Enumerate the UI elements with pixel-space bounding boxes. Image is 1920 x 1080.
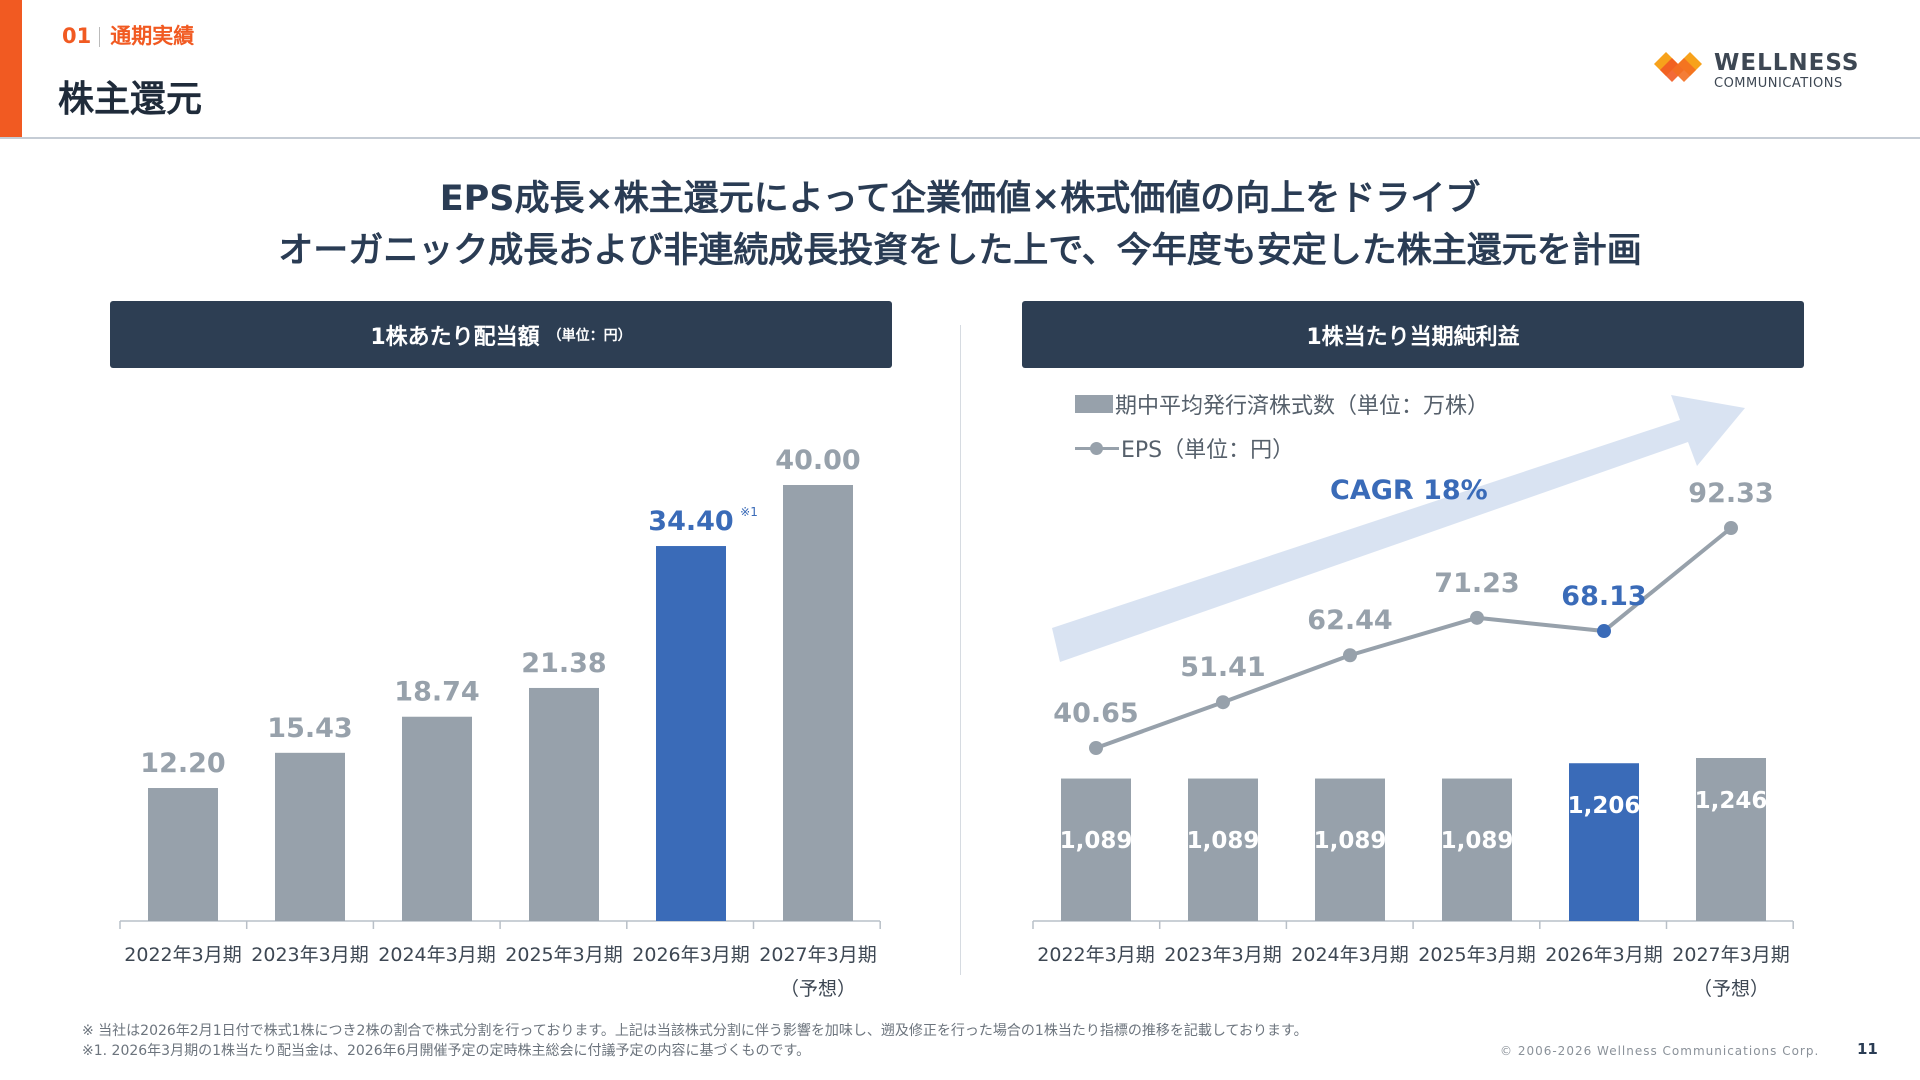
eps-category-label: 2027年3月期 [1672, 944, 1789, 966]
dividend-category-label: 2027年3月期 [759, 944, 876, 966]
eps-point [1089, 741, 1103, 755]
dividend-bar [402, 716, 472, 921]
eps-point [1343, 648, 1357, 663]
headline-line-2: オーガニック成長および非連続成長投資をした上で、今年度も安定した株主還元を計画 [278, 231, 1642, 271]
shares-value-label: 1,206 [1568, 793, 1641, 819]
section-number: 01 [62, 24, 92, 48]
page-title: 株主還元 [58, 79, 203, 120]
dividend-bar [148, 788, 218, 921]
shares-bar [1442, 778, 1512, 921]
header-accent-bar [0, 0, 22, 137]
dividend-category-label: 2026年3月期 [632, 944, 749, 966]
section-separator [99, 27, 101, 47]
logo-mark-icon [1654, 52, 1702, 82]
headline-line-1: EPS成長×株主還元によって企業価値×株式価値の向上をドライブ [439, 179, 1481, 219]
eps-value-label: 51.41 [1180, 652, 1265, 683]
copyright: © 2006-2026 Wellness Communications Corp… [1500, 1044, 1820, 1058]
eps-value-label: 62.44 [1307, 605, 1392, 636]
dividend-panel-header: 1株あたり配当額 （単位：円） [110, 301, 892, 368]
dividend-bar [783, 485, 853, 921]
section-label: 01 通期実績 [62, 20, 194, 50]
logo-name: WELLNESS [1714, 50, 1860, 76]
logo-subtitle: COMMUNICATIONS [1714, 76, 1843, 91]
eps-value-label: 92.33 [1688, 478, 1773, 509]
dividend-category-label: 2025年3月期 [505, 944, 622, 966]
footnote-2: ※1. 2026年3月期の1株当たり配当金は、2026年6月開催予定の定時株主総… [82, 1043, 811, 1059]
eps-panel-header: 1株当たり当期純利益 [1022, 301, 1804, 368]
page-number: 11 [1857, 1040, 1878, 1058]
dividend-panel-title: 1株あたり配当額 [370, 324, 540, 350]
eps-value-label: 71.23 [1434, 568, 1519, 599]
section-name: 通期実績 [110, 24, 195, 48]
eps-point [1724, 521, 1738, 535]
eps-category-label: 2022年3月期 [1037, 944, 1154, 966]
eps-category-label: 2023年3月期 [1164, 944, 1281, 966]
eps-point [1470, 610, 1484, 625]
eps-category-label: 2025年3月期 [1418, 944, 1535, 966]
dividend-category-label: 2024年3月期 [378, 944, 495, 966]
shares-value-label: 1,089 [1187, 828, 1260, 854]
legend-shares-label: 期中平均発行済株式数（単位：万株） [1115, 394, 1490, 419]
eps-point [1597, 624, 1611, 639]
dividend-value-label: 12.20 [140, 748, 225, 779]
cagr-annotation: CAGR 18% [1330, 475, 1488, 506]
legend-shares: 期中平均発行済株式数（単位：万株） [1075, 388, 1489, 420]
legend-bar-swatch [1075, 395, 1113, 413]
shares-value-label: 1,089 [1314, 828, 1387, 854]
shares-bar [1188, 778, 1258, 921]
shares-bar [1315, 778, 1385, 921]
dividend-note-label: ※1 [740, 505, 758, 519]
dividend-bar [275, 752, 345, 921]
cagr-arrow [1052, 395, 1745, 662]
header-divider [0, 137, 1920, 139]
shares-value-label: 1,089 [1060, 828, 1133, 854]
dividend-category-label: 2023年3月期 [251, 944, 368, 966]
panel-divider [960, 325, 961, 975]
legend-eps-label: EPS（単位：円） [1121, 438, 1295, 463]
eps-value-label: 40.65 [1053, 698, 1138, 729]
dividend-category-label: 2022年3月期 [124, 944, 241, 966]
eps-panel-title: 1株当たり当期純利益 [1306, 324, 1520, 350]
dividend-panel-unit: （単位：円） [547, 327, 632, 344]
legend-line-swatch [1075, 439, 1119, 457]
eps-category-note: （予想） [1693, 978, 1769, 1000]
footnote-1: ※ 当社は2026年2月1日付で株式1株につき2株の割合で株式分割を行っておりま… [82, 1023, 1308, 1039]
dividend-value-label: 40.00 [775, 445, 860, 476]
shares-bar [1569, 763, 1639, 921]
shares-bar [1061, 778, 1131, 921]
eps-line [1095, 526, 1733, 750]
dividend-value-label: 18.74 [394, 677, 479, 708]
eps-category-label: 2024年3月期 [1291, 944, 1408, 966]
dividend-value-label: 34.40 [648, 506, 733, 537]
eps-category-label: 2026年3月期 [1545, 944, 1662, 966]
company-logo: WELLNESS COMMUNICATIONS [1650, 50, 1860, 92]
shares-bar [1696, 758, 1766, 921]
dividend-value-label: 15.43 [267, 713, 352, 744]
dividend-bar [529, 687, 599, 921]
dividend-value-label: 21.38 [521, 648, 606, 679]
dividend-category-note: （予想） [780, 978, 856, 1000]
eps-value-label: 68.13 [1561, 581, 1646, 612]
dividend-bar [656, 546, 726, 921]
shares-value-label: 1,089 [1441, 828, 1514, 854]
shares-value-label: 1,246 [1695, 788, 1768, 814]
eps-point [1216, 695, 1230, 710]
legend-eps: EPS（単位：円） [1075, 432, 1294, 464]
